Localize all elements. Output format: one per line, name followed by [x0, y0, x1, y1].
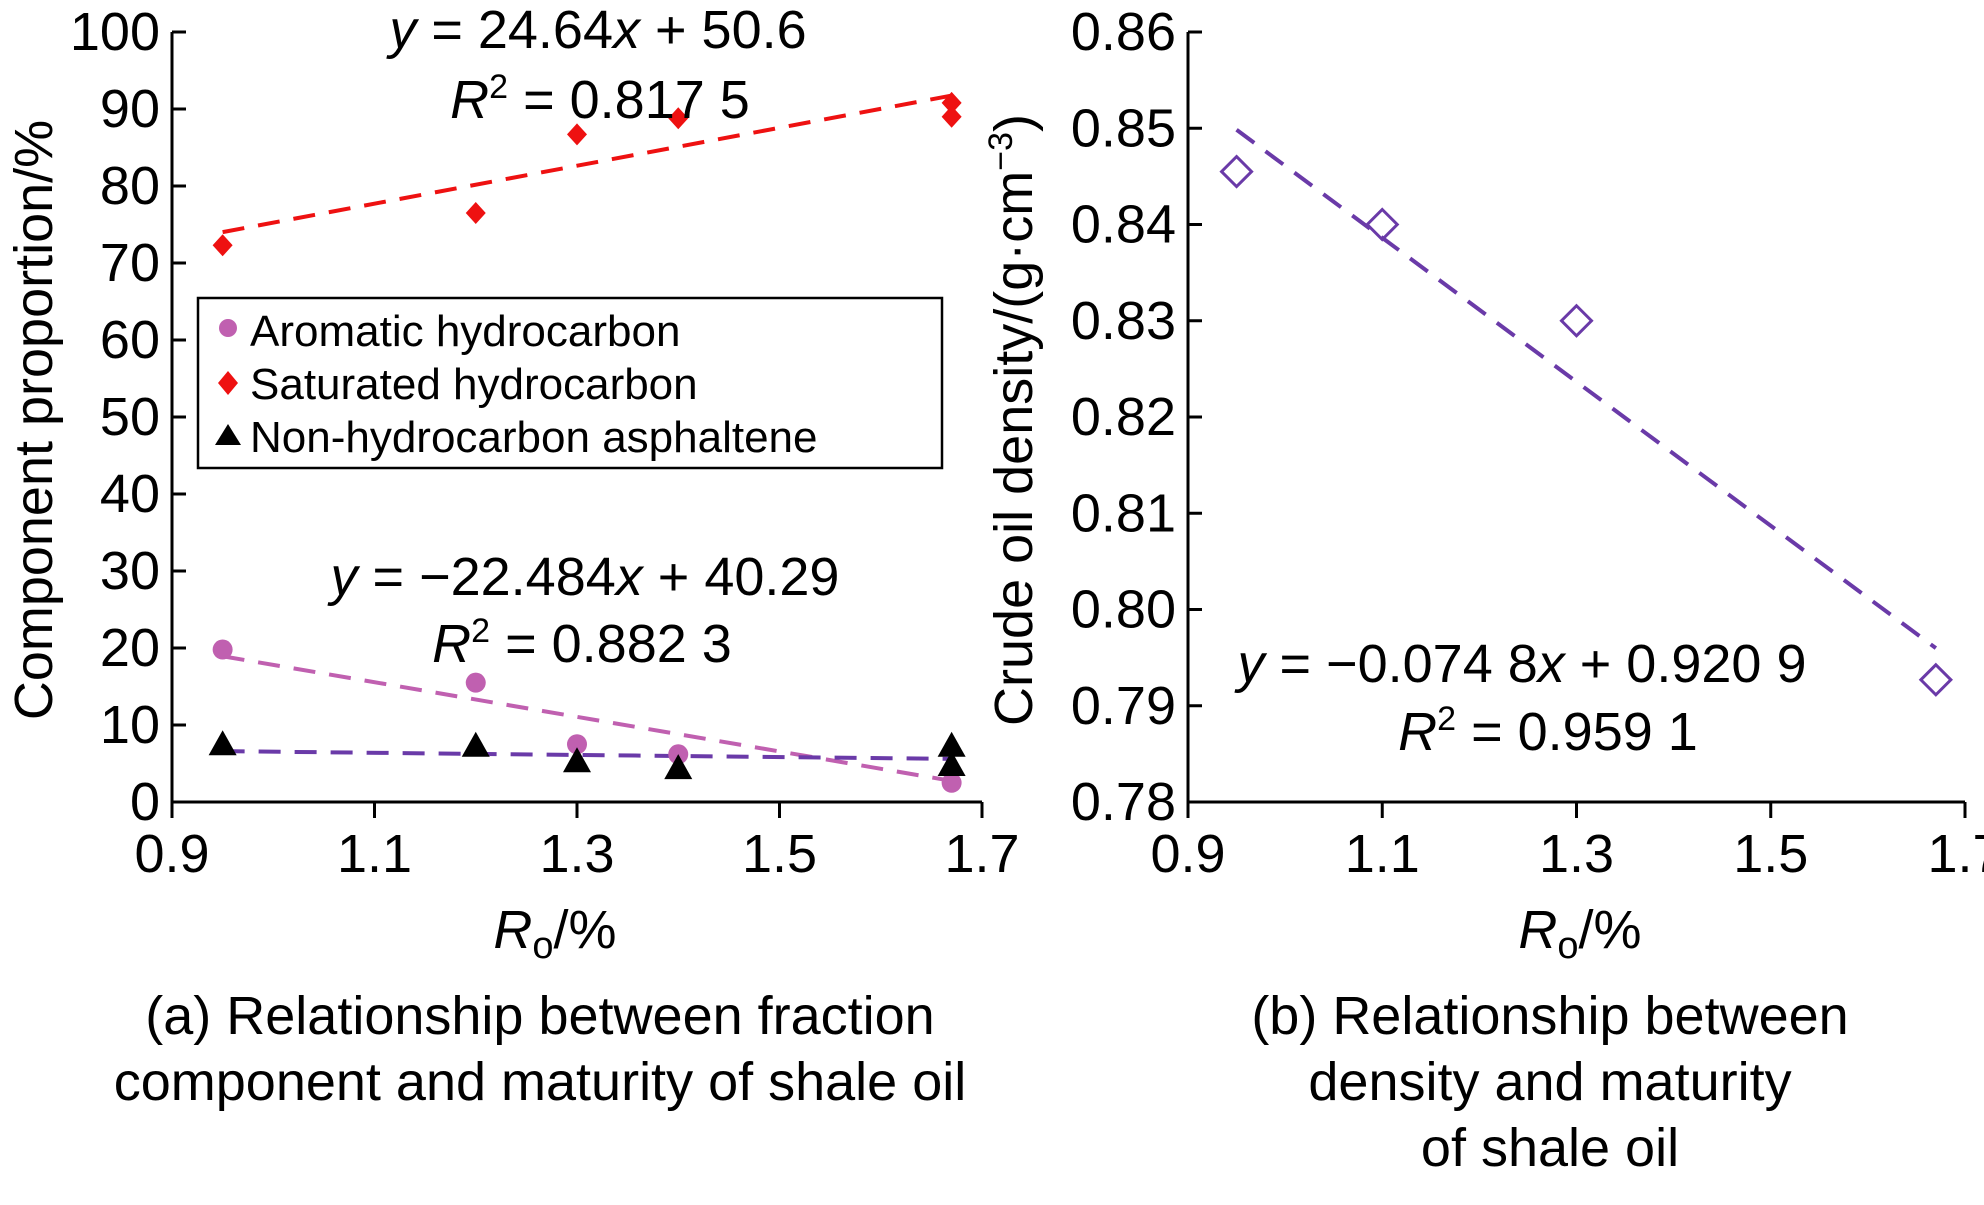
chart-a-point-non-hydrocarbon: [937, 731, 966, 757]
chart-a-point-saturated: [212, 234, 233, 257]
chart-a-point-saturated: [941, 91, 962, 114]
chart-b-y-tick-label: 0.83: [1071, 291, 1176, 351]
chart-a-y-tick-label: 40: [100, 464, 160, 524]
chart-b-point-density: [1559, 303, 1594, 338]
chart-a-point-saturated: [668, 107, 689, 130]
chart-b-x-tick-label: 1.7: [1927, 824, 1984, 884]
chart-a-trendline-aromatic: [222, 654, 952, 783]
caption-a-line-1: (a) Relationship between fraction: [145, 986, 935, 1046]
chart-a-x-tick-label: 1.7: [944, 824, 1019, 884]
chart-b-y-tick-label: 0.81: [1071, 483, 1176, 543]
legend-label-aromatic: Aromatic hydrocarbon: [250, 307, 680, 356]
chart-a-legend: Aromatic hydrocarbon Saturated hydrocarb…: [196, 296, 944, 470]
chart-a-point-aromatic: [212, 639, 233, 660]
chart-a-y-tick-label: 60: [100, 310, 160, 370]
chart-a-y-tick-label: 70: [100, 233, 160, 293]
chart-b-y-tick-label: 0.82: [1071, 387, 1176, 447]
chart-b-y-tick-label: 0.80: [1071, 580, 1176, 640]
legend-marker-aromatic: [219, 319, 237, 337]
chart-a-xlabel: Ro/%: [493, 900, 616, 967]
chart-a-y-tick-label: 0: [130, 772, 160, 832]
chart-a-x-tick-label: 1.1: [337, 824, 412, 884]
chart-b-y-tick-label: 0.84: [1071, 195, 1176, 255]
chart-a-point-aromatic: [567, 734, 587, 755]
chart-a-point-saturated: [567, 123, 587, 146]
chart-b-annotation-equation: y = −0.074 8x + 0.920 9: [1234, 634, 1807, 694]
chart-a-point-non-hydrocarbon: [937, 751, 966, 777]
chart-a-annotation-saturated-r2: R2 = 0.817 5: [450, 68, 750, 130]
chart-b-trendlines: [1235, 128, 1938, 650]
chart-a-y-tick-label: 90: [100, 79, 160, 139]
chart-a-x-tick-label: 1.3: [539, 824, 614, 884]
chart-a-x-tick-label: 0.9: [134, 824, 209, 884]
chart-a-point-saturated: [465, 201, 486, 224]
chart-a-point-non-hydrocarbon: [461, 731, 490, 757]
chart-a-y-tick-label: 10: [100, 695, 160, 755]
chart-a-axes: 0 10 20 30 40 50 60 70 80 90 100 0.9 1.1 1.3 1.5 1.7: [70, 2, 1020, 884]
legend-marker-saturated: [218, 371, 238, 395]
caption-a-line-2: component and maturity of shale oil: [113, 1052, 967, 1112]
caption-b-line-1: (b) Relationship between: [1251, 986, 1849, 1046]
caption-a: (a) Relationship between fraction compon…: [0, 983, 1080, 1115]
chart-a-y-tick-label: 30: [100, 541, 160, 601]
chart-b-x-tick-label: 1.5: [1733, 824, 1808, 884]
chart-b-x-tick-label: 0.9: [1150, 824, 1225, 884]
chart-a-trendline-non-hydrocarbon: [222, 749, 952, 761]
chart-b-point-density: [1365, 207, 1400, 242]
chart-b-x-tick-label: 1.3: [1539, 824, 1614, 884]
chart-a-point-non-hydrocarbon: [664, 754, 693, 780]
chart-a-y-tick-label: 80: [100, 156, 160, 216]
legend-box: [196, 296, 944, 470]
chart-a-annotation-aromatic-equation: y = −22.484x + 40.29: [327, 547, 840, 607]
chart-a-trendline-saturated: [222, 93, 952, 235]
chart-a-points: [208, 91, 966, 793]
chart-a-point-saturated: [941, 105, 962, 128]
chart-a-point-aromatic: [941, 772, 962, 793]
legend-label-saturated: Saturated hydrocarbon: [250, 360, 698, 409]
chart-a-annotation-aromatic-r2: R2 = 0.882 3: [432, 612, 732, 674]
chart-a-y-tick-label: 20: [100, 618, 160, 678]
chart-a-point-non-hydrocarbon: [208, 730, 237, 756]
chart-a-trendlines: [222, 93, 952, 783]
chart-a-point-non-hydrocarbon: [563, 747, 591, 773]
chart-a-y-tick-label: 50: [100, 387, 160, 447]
chart-a-ylabel: Component proportion/%: [4, 120, 64, 720]
chart-b-annotation-r2: R2 = 0.959 1: [1398, 700, 1698, 762]
caption-b-line-3: of shale oil: [1420, 1118, 1680, 1178]
chart-a-y-tick-label: 100: [70, 2, 160, 62]
chart-b-y-tick-label: 0.86: [1071, 2, 1176, 62]
chart-b-point-density: [1918, 662, 1953, 697]
caption-b-line-2: density and maturity: [1308, 1052, 1792, 1112]
chart-b-y-tick-label: 0.78: [1071, 772, 1176, 832]
chart-panel-a: 0 10 20 30 40 50 60 70 80 90 100 0.9 1.1 1.3 1.5 1.7 Co…: [4, 0, 1020, 967]
chart-b-trendline-density: [1235, 128, 1938, 650]
chart-b-ylabel: Crude oil density/(g·cm−3): [982, 114, 1044, 726]
chart-b-y-tick-label: 0.85: [1071, 98, 1176, 158]
chart-a-point-aromatic: [465, 672, 486, 693]
chart-b-point-density: [1219, 154, 1254, 189]
chart-a-x-tick-label: 1.5: [742, 824, 817, 884]
caption-b: (b) Relationship between density and mat…: [1150, 983, 1950, 1181]
chart-b-y-tick-label: 0.79: [1071, 676, 1176, 736]
chart-b-points: [1219, 154, 1953, 697]
chart-b-xlabel: Ro/%: [1518, 900, 1641, 967]
legend-marker-asphaltene: [215, 424, 241, 445]
chart-b-axes: 0.78 0.79 0.80 0.81 0.82 0.83 0.84 0.85 0.86 0.9 1…: [1071, 2, 1984, 884]
chart-panel-b: 0.78 0.79 0.80 0.81 0.82 0.83 0.84 0.85 0.86 0.9 1…: [982, 2, 1984, 967]
legend-label-asphaltene: Non-hydrocarbon asphaltene: [250, 413, 818, 462]
chart-b-x-tick-label: 1.1: [1345, 824, 1420, 884]
chart-a-annotation-saturated-equation: y = 24.64x + 50.6: [385, 0, 806, 60]
